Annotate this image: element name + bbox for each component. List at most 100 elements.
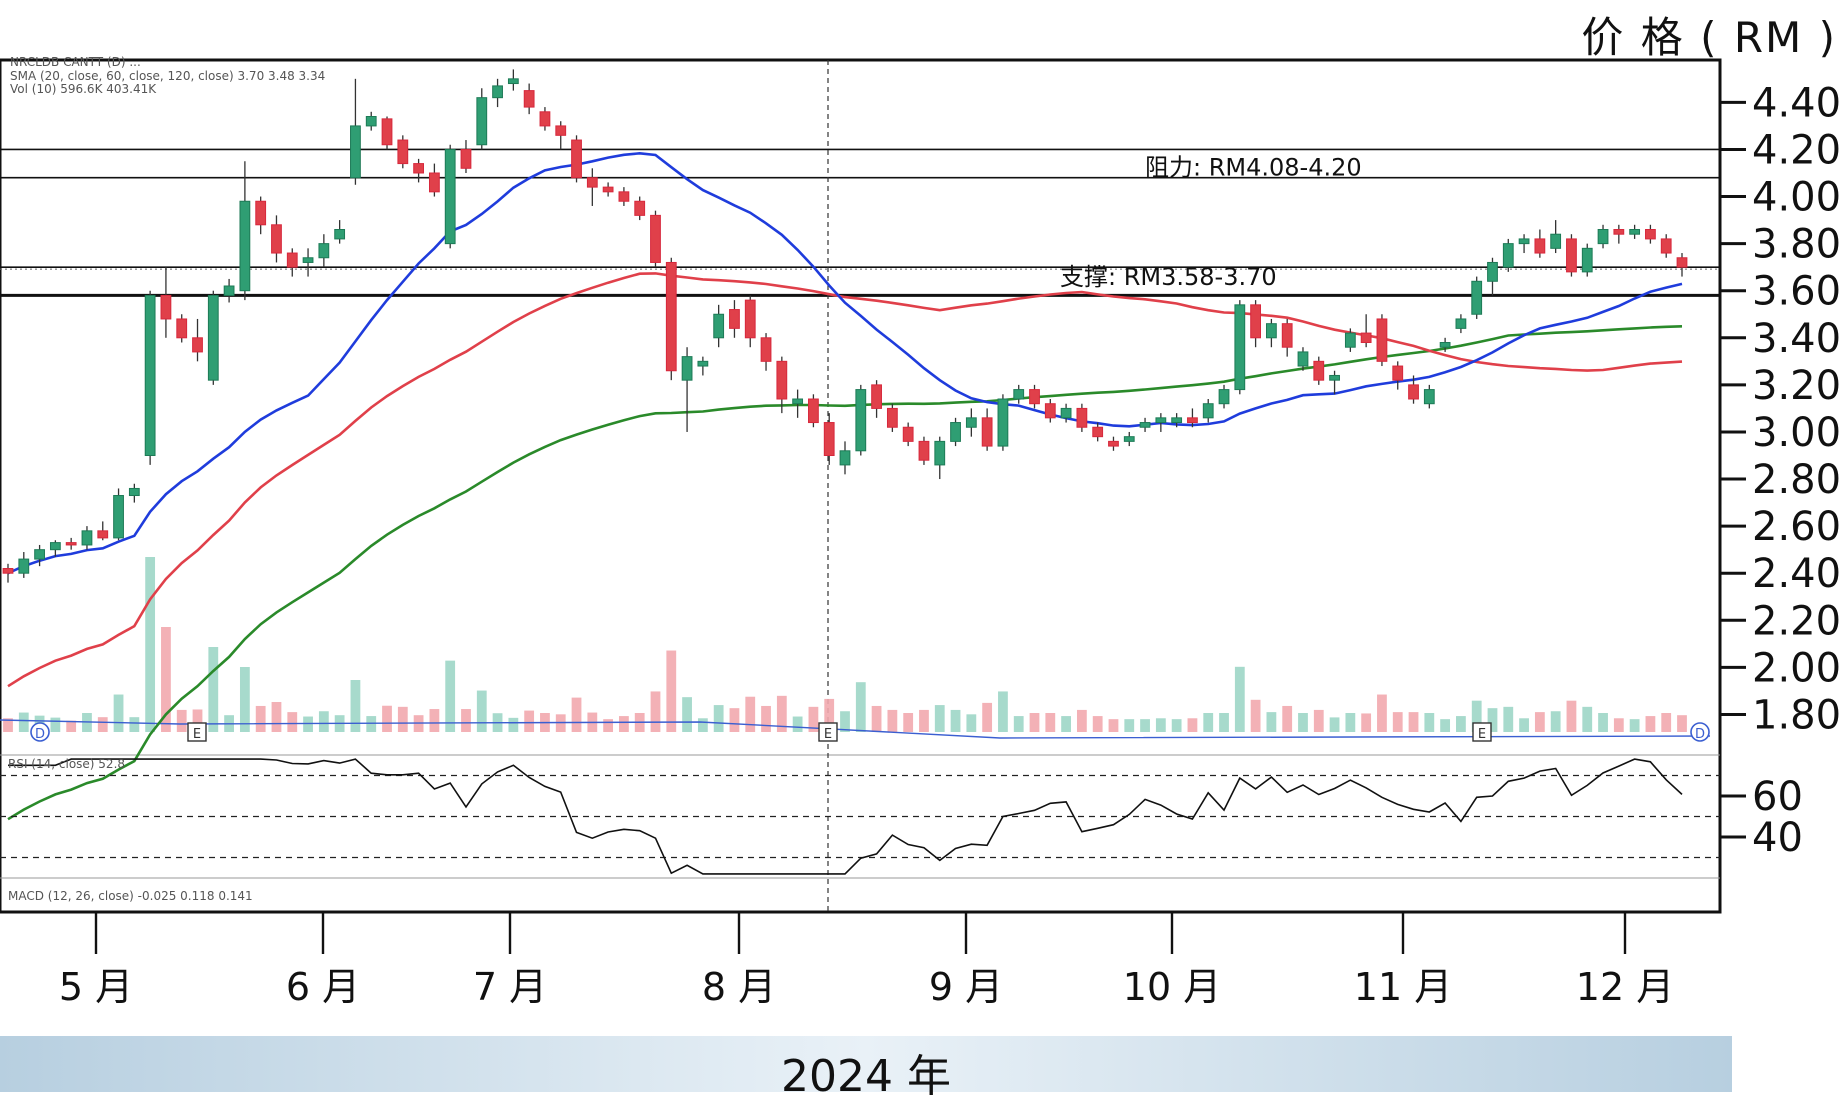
candle-body	[1518, 238, 1530, 245]
event-marker-label: D	[35, 727, 45, 742]
volume-bar	[1076, 709, 1087, 732]
candle-body	[665, 261, 677, 372]
volume-bar	[761, 705, 771, 732]
candle-body	[1250, 304, 1261, 339]
volume-bar	[1661, 713, 1672, 732]
volume-bar	[1566, 700, 1577, 732]
month-label: 11 月	[1354, 965, 1452, 1009]
volume-bar	[1155, 718, 1166, 732]
volume-bar	[666, 650, 677, 732]
volume-bar	[871, 705, 882, 732]
candle-body	[18, 558, 30, 574]
candle-body	[744, 299, 756, 339]
candle-body	[618, 191, 630, 202]
candle-body	[981, 417, 993, 447]
volume-bar	[1282, 705, 1293, 732]
month-label: 10 月	[1123, 965, 1221, 1009]
candle-body	[97, 530, 109, 539]
volume-bar	[1029, 713, 1040, 732]
month-label: 7 月	[473, 965, 547, 1009]
volume-bar	[713, 705, 724, 732]
volume-bar	[1092, 716, 1103, 732]
ma120-line	[7, 325, 1683, 821]
volume-bar	[966, 714, 977, 732]
volume-bar	[1629, 719, 1640, 732]
price-tick-label: 3.00	[1752, 410, 1841, 456]
volume-bar	[429, 709, 440, 732]
candle-body	[207, 294, 219, 381]
candle-body	[1645, 229, 1656, 240]
candle-body	[223, 285, 235, 296]
candle-body	[1155, 417, 1167, 424]
candle-body	[1550, 233, 1562, 249]
ma60-line	[7, 272, 1683, 688]
volume-bar	[1045, 713, 1056, 732]
candle-body	[1029, 389, 1040, 405]
volume-bar	[934, 705, 945, 732]
candle-body	[460, 148, 472, 169]
price-tick-label: 2.60	[1752, 504, 1841, 550]
volume-bar	[919, 709, 929, 732]
candle-body	[1171, 417, 1183, 424]
axis-labels: 阻力: RM4.08-4.20 支撑: RM3.58-3.70 D E E E D NRCLD…	[8, 55, 1841, 1009]
volume-bar	[1645, 716, 1656, 732]
candle-body	[1234, 304, 1246, 391]
candle-body	[523, 90, 535, 108]
candle-body	[1123, 436, 1135, 442]
volume-bar	[1677, 715, 1687, 732]
volume-bar	[129, 717, 140, 732]
volume-bar	[18, 712, 29, 732]
volume-bar	[287, 712, 298, 732]
month-label: 8 月	[702, 965, 776, 1009]
volume-bar	[97, 717, 108, 732]
candle-body	[365, 116, 377, 127]
indicator-legend: SMA (20, close, 60, close, 120, close) 3…	[10, 69, 325, 83]
price-tick-label: 2.00	[1752, 645, 1841, 691]
earnings-marker	[818, 722, 838, 742]
year-band: 2024 年	[0, 1036, 1732, 1102]
candle-body	[1187, 417, 1198, 424]
candle-body	[650, 214, 661, 263]
candle-body	[429, 172, 440, 193]
candle-body	[586, 177, 598, 188]
candle-body	[1455, 318, 1467, 329]
chart-background	[0, 58, 1722, 914]
volume-bar	[950, 709, 961, 732]
volume-bar	[1408, 712, 1419, 732]
candle-body	[271, 224, 282, 254]
volume-bar	[729, 708, 740, 732]
volume-bar	[1171, 719, 1182, 732]
volume-bar	[476, 690, 487, 732]
candle-body	[1376, 318, 1388, 362]
volume-bar	[1250, 699, 1261, 732]
candle-body	[934, 440, 946, 466]
candle-body	[144, 294, 156, 456]
price-tick-label: 4.40	[1752, 80, 1841, 126]
candle-body	[1218, 389, 1230, 405]
candle-body	[1344, 332, 1356, 348]
price-tick-label: 3.20	[1752, 363, 1841, 409]
candle-body	[1660, 238, 1672, 254]
candle-body	[1581, 247, 1593, 273]
volume-bar	[998, 691, 1008, 732]
candle-body	[823, 422, 835, 456]
month-label: 6 月	[286, 965, 360, 1009]
price-tick-label: 2.40	[1752, 551, 1841, 597]
rsi-tick-label: 40	[1752, 815, 1803, 861]
candle-body	[1060, 407, 1072, 419]
candle-body	[1281, 323, 1293, 348]
month-label: 9 月	[929, 965, 1003, 1009]
volume-bar	[239, 667, 250, 732]
candle-body	[286, 252, 298, 268]
volume-bar	[603, 719, 614, 732]
candle-body	[302, 257, 314, 263]
volume-bar	[176, 709, 187, 732]
plot-frame	[0, 58, 1722, 914]
volume-bar	[1550, 711, 1561, 732]
volume-bar	[208, 647, 219, 732]
rsi-panel	[0, 758, 1720, 875]
candle-body	[902, 426, 914, 442]
price-tick-label: 1.80	[1752, 692, 1841, 738]
candle-body	[602, 186, 614, 193]
candle-body	[1502, 243, 1514, 268]
